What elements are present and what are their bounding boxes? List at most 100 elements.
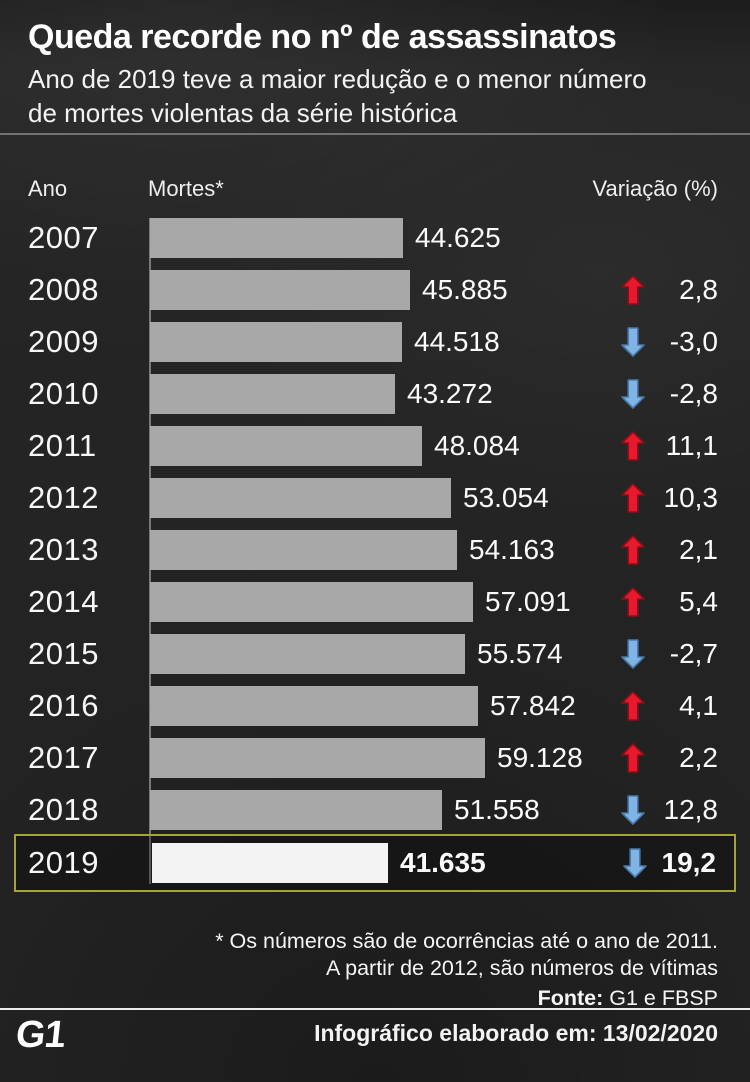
row-year-label: 2017 xyxy=(28,740,99,775)
source-line: Fonte: G1 e FBSP xyxy=(215,985,718,1012)
row-year-label: 2011 xyxy=(28,428,97,463)
chart-row: 2013 54.163 2,1 xyxy=(14,524,736,576)
variation-arrow xyxy=(621,379,645,409)
down-arrow-icon xyxy=(621,379,645,409)
footer-divider xyxy=(0,1008,750,1010)
up-arrow-icon xyxy=(621,431,645,461)
chart-row: 2015 55.574 -2,7 xyxy=(14,628,736,680)
row-value-label: 45.885 xyxy=(422,274,508,305)
variation-value: 11,1 xyxy=(665,430,718,461)
variation-value: 5,4 xyxy=(679,586,718,617)
footnote-line-1: * Os números são de ocorrências até o an… xyxy=(215,929,718,953)
footnote-line-2: A partir de 2012, são números de vítimas xyxy=(326,956,718,980)
variation-arrow xyxy=(621,639,645,669)
row-year-label: 2008 xyxy=(28,272,99,307)
up-arrow-icon xyxy=(621,587,645,617)
row-bar xyxy=(150,790,442,830)
row-bar-wrap: 44.625 xyxy=(150,218,736,258)
footer-date-text: Infográfico elaborado em: 13/02/2020 xyxy=(314,1020,718,1046)
footnotes: * Os números são de ocorrências até o an… xyxy=(215,928,718,1012)
variation-value: 4,1 xyxy=(679,690,718,721)
row-bar-wrap: 44.518 xyxy=(150,322,736,362)
row-year-label: 2014 xyxy=(28,584,99,619)
variation-arrow xyxy=(621,275,645,305)
row-bar xyxy=(150,634,465,674)
down-arrow-icon xyxy=(621,327,645,357)
row-bar xyxy=(150,582,473,622)
row-bar xyxy=(150,374,395,414)
variation-value: -2,8 xyxy=(669,378,718,409)
variation-value: -2,7 xyxy=(669,638,718,669)
chart-row: 2017 59.128 2,2 xyxy=(14,732,736,784)
down-arrow-icon xyxy=(621,795,645,825)
row-bar xyxy=(150,270,410,310)
row-bar xyxy=(150,426,422,466)
row-value-label: 59.128 xyxy=(497,742,583,773)
variation-value: -3,0 xyxy=(669,326,718,357)
up-arrow-icon xyxy=(621,691,645,721)
variation-value: 2,2 xyxy=(679,742,718,773)
row-year-label: 2018 xyxy=(28,792,99,827)
variation-arrow xyxy=(621,691,645,721)
row-bar xyxy=(150,686,478,726)
row-year-label: 2012 xyxy=(28,480,99,515)
variation-arrow xyxy=(621,327,645,357)
up-arrow-icon xyxy=(621,535,645,565)
row-year-label: 2013 xyxy=(28,532,99,567)
variation-arrow xyxy=(621,535,645,565)
page-title: Queda recorde no nº de assassinatos xyxy=(28,18,617,56)
variation-value: 2,8 xyxy=(679,274,718,305)
column-header-variation: Variação (%) xyxy=(592,176,718,201)
row-year-label: 2010 xyxy=(28,376,99,411)
row-value-label: 41.635 xyxy=(400,847,486,878)
chart-row: 2018 51.558 12,8 xyxy=(14,784,736,836)
header-divider xyxy=(0,133,750,135)
variation-arrow xyxy=(623,848,647,878)
up-arrow-icon xyxy=(621,275,645,305)
row-year-label: 2016 xyxy=(28,688,99,723)
column-headers: Ano Mortes* Variação (%) xyxy=(0,176,750,202)
row-bar-wrap: 45.885 xyxy=(150,270,736,310)
variation-value: 2,1 xyxy=(679,534,718,565)
down-arrow-icon xyxy=(621,639,645,669)
variation-arrow xyxy=(621,795,645,825)
chart-row: 2016 57.842 4,1 xyxy=(14,680,736,732)
chart-row: 2012 53.054 10,3 xyxy=(14,472,736,524)
variation-arrow xyxy=(621,483,645,513)
row-value-label: 54.163 xyxy=(469,534,555,565)
down-arrow-icon xyxy=(623,848,647,878)
row-year-label: 2007 xyxy=(28,220,99,255)
chart-row: 2011 48.084 11,1 xyxy=(14,420,736,472)
row-bar-wrap: 57.091 xyxy=(150,582,736,622)
source-label: Fonte: xyxy=(537,986,604,1010)
row-bar-wrap: 54.163 xyxy=(150,530,736,570)
row-bar xyxy=(150,322,402,362)
source-value: G1 e FBSP xyxy=(603,986,718,1010)
page-subtitle: Ano de 2019 teve a maior redução e o men… xyxy=(28,64,647,128)
chart-row: 2009 44.518 -3,0 xyxy=(14,316,736,368)
column-header-year: Ano xyxy=(28,176,68,201)
column-header-deaths: Mortes* xyxy=(148,176,224,201)
row-value-label: 48.084 xyxy=(434,430,520,461)
chart-row: 2007 44.625 xyxy=(14,212,736,264)
row-value-label: 51.558 xyxy=(454,794,540,825)
row-year-label: 2015 xyxy=(28,636,99,671)
variation-arrow xyxy=(621,743,645,773)
row-bar xyxy=(150,478,451,518)
row-bar-wrap: 59.128 xyxy=(150,738,736,778)
chart-row: 2008 45.885 2,8 xyxy=(14,264,736,316)
row-bar-wrap: 57.842 xyxy=(150,686,736,726)
g1-logo: G1 xyxy=(13,1014,67,1056)
row-bar-wrap: 41.635 xyxy=(152,843,734,883)
row-bar xyxy=(150,530,457,570)
row-bar xyxy=(150,738,485,778)
row-bar-wrap: 53.054 xyxy=(150,478,736,518)
row-bar xyxy=(150,218,403,258)
row-bar-wrap: 43.272 xyxy=(150,374,736,414)
row-year-label: 2019 xyxy=(28,845,99,880)
row-bar-wrap: 48.084 xyxy=(150,426,736,466)
variation-arrow xyxy=(621,587,645,617)
row-bar-wrap: 55.574 xyxy=(150,634,736,674)
